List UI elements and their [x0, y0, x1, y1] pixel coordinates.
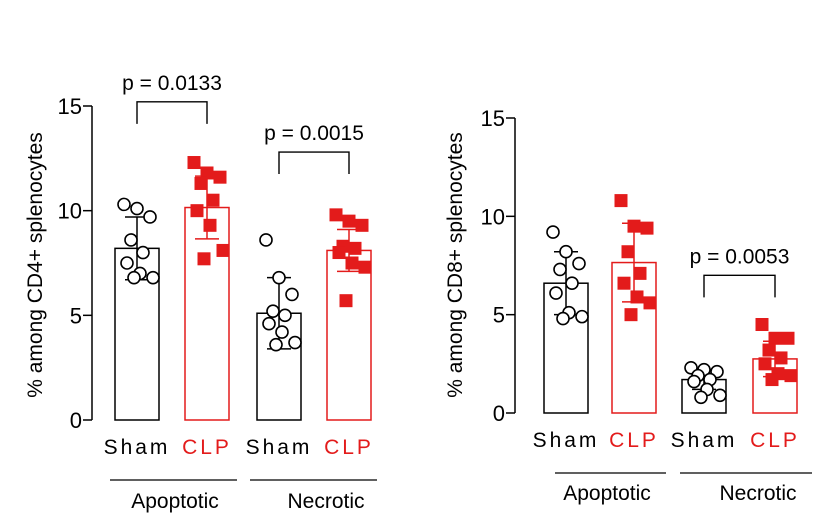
data-point-circle [553, 262, 567, 277]
data-point-circle [266, 304, 280, 318]
data-point-square [621, 245, 635, 259]
data-point-square [216, 243, 230, 257]
data-point-square [762, 343, 776, 357]
data-point-square [345, 256, 359, 270]
p-value-label: p = 0.0015 [264, 122, 364, 145]
data-point-circle [713, 388, 727, 403]
significance-bracket [703, 274, 776, 298]
x-category-label: CLP [324, 436, 374, 459]
y-tick-label: 10 [481, 204, 505, 229]
data-point-square [187, 156, 201, 170]
data-point-square [200, 166, 214, 180]
data-point-circle [124, 233, 138, 247]
data-point-square [332, 246, 346, 260]
data-point-square [643, 296, 657, 310]
bar-clp [326, 249, 372, 421]
data-point-square [194, 176, 208, 190]
data-point-square [358, 260, 372, 274]
data-point-circle [288, 335, 302, 350]
y-axis-title: % among CD4+ splenocytes [24, 132, 47, 398]
y-tick-label: 15 [58, 94, 82, 119]
group-label-apoptotic: Apoptotic [131, 490, 219, 513]
group-label-necrotic: Necrotic [719, 482, 796, 505]
data-point-square [355, 218, 369, 232]
data-point-circle [559, 244, 573, 259]
data-point-circle [146, 270, 160, 285]
y-tick-label: 15 [481, 106, 505, 131]
data-point-square [627, 219, 641, 233]
data-point-square [614, 194, 628, 208]
p-value-label: p = 0.0133 [122, 72, 222, 95]
data-point-square [781, 331, 795, 345]
x-category-label: CLP [182, 436, 232, 459]
data-point-circle [143, 210, 157, 224]
y-tick-label: 0 [70, 408, 82, 433]
data-point-circle [565, 276, 579, 291]
data-point-square [633, 266, 647, 280]
y-tick-label: 5 [493, 303, 505, 328]
data-point-square [213, 170, 227, 184]
data-point-square [329, 208, 343, 222]
data-point-circle [546, 225, 560, 239]
data-point-circle [694, 390, 708, 405]
y-axis-title: % among CD8+ splenocytes [444, 132, 467, 398]
data-point-circle [259, 233, 273, 247]
data-point-square [339, 294, 353, 308]
p-value-label: p = 0.0053 [690, 245, 790, 268]
data-point-square [774, 351, 788, 365]
x-category-label: Sham [533, 429, 600, 452]
data-point-circle [272, 270, 286, 285]
data-point-square [768, 331, 782, 345]
cd8-panel: 0 5 10 15 % among CD8+ splenocytes Sham CLP Sha… [444, 106, 812, 505]
data-point-square [784, 369, 798, 383]
data-point-square [203, 218, 217, 232]
x-category-label: Sham [671, 429, 738, 452]
x-category-label: CLP [750, 429, 800, 452]
data-point-circle [130, 201, 144, 216]
data-point-circle [549, 286, 563, 300]
data-point-square [197, 252, 211, 266]
x-category-label: Sham [104, 436, 171, 459]
data-point-square [342, 214, 356, 228]
significance-bracket [278, 151, 350, 175]
data-point-square [617, 276, 631, 290]
data-point-square [755, 318, 769, 331]
group-label-apoptotic: Apoptotic [563, 482, 651, 505]
data-point-circle [269, 337, 283, 352]
data-point-square [630, 290, 644, 304]
x-category-label: CLP [609, 429, 659, 452]
y-tick-label: 10 [58, 199, 82, 224]
data-point-circle [572, 256, 586, 271]
data-point-circle [278, 308, 292, 323]
data-point-circle [285, 287, 299, 302]
data-point-square [348, 241, 362, 255]
data-point-square [624, 308, 638, 322]
y-tick-label: 0 [493, 401, 505, 426]
data-point-circle [556, 311, 570, 326]
data-point-circle [120, 256, 134, 270]
data-point-square [190, 204, 204, 218]
data-point-circle [262, 316, 276, 331]
data-point-circle [687, 374, 701, 389]
cd4-panel: 0 5 10 15 % among CD4+ splenocytes Sham CLP Sha… [24, 72, 377, 513]
x-category-label: Sham [246, 436, 313, 459]
data-point-circle [127, 270, 141, 285]
data-point-square [206, 193, 220, 207]
y-tick-label: 5 [70, 303, 82, 328]
data-point-square [765, 373, 779, 387]
data-point-circle [275, 325, 289, 339]
data-point-circle [117, 197, 131, 212]
group-label-necrotic: Necrotic [287, 490, 364, 513]
data-point-square [758, 357, 772, 371]
significance-bracket [136, 101, 208, 124]
data-point-circle [136, 245, 150, 260]
data-point-square [640, 221, 654, 235]
data-point-circle [575, 309, 589, 324]
